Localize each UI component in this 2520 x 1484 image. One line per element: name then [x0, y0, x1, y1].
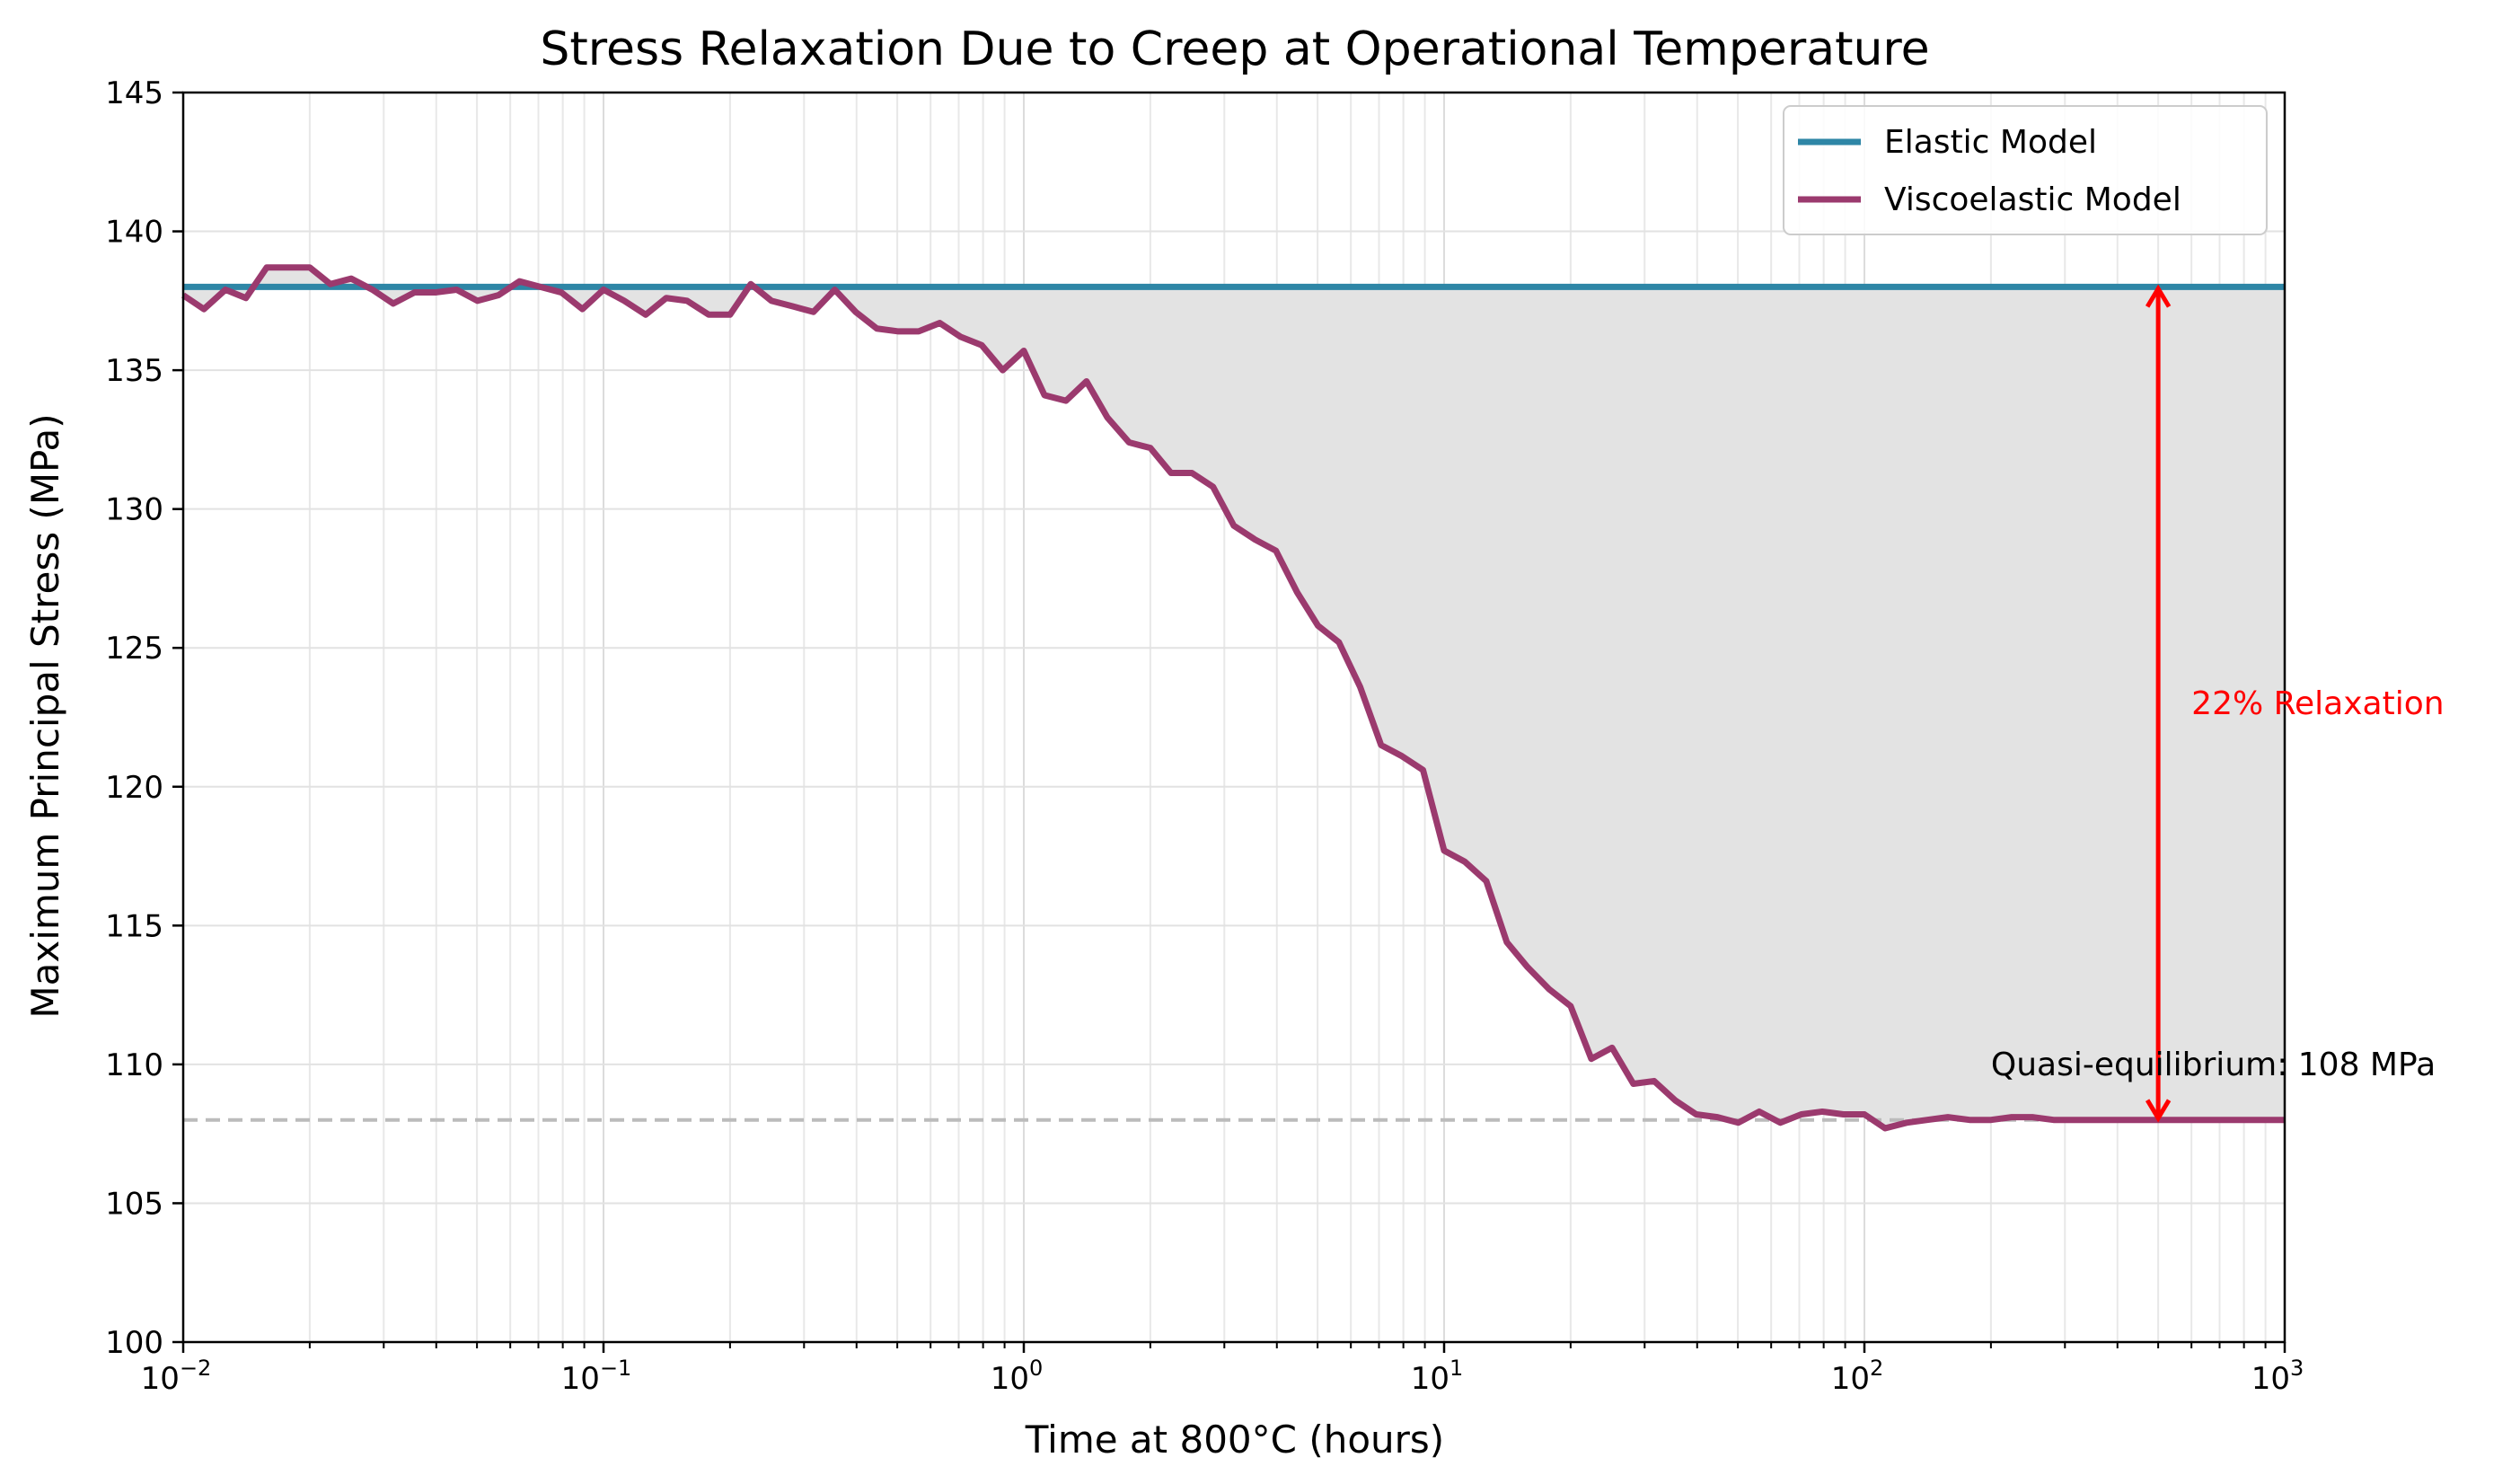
- viscoelastic-model-line: [181, 264, 2285, 1132]
- x-tick-label: 10−2: [141, 1356, 212, 1397]
- y-tick-label: 140: [105, 215, 163, 251]
- x-tick-label: 103: [2251, 1356, 2304, 1397]
- relaxation-fill: [183, 267, 2285, 1128]
- quasi-equilibrium-label: Quasi-equilibrium: 108 MPa: [1991, 1047, 2436, 1083]
- annotations: 22% Relaxation Quasi-equilibrium: 108 MPa: [1991, 685, 2445, 1083]
- y-tick-label: 100: [105, 1325, 163, 1361]
- relaxation-arrow-group: [2145, 284, 2172, 1123]
- legend-entry: Viscoelastic Model: [1884, 181, 2181, 218]
- y-tick-label: 105: [105, 1186, 163, 1222]
- relaxation-arrow-head-bottom: [2145, 1099, 2172, 1123]
- y-tick-label: 115: [105, 908, 163, 944]
- x-axis-label: Time at 800°C (hours): [1025, 1418, 1444, 1462]
- x-tick-label: 101: [1411, 1356, 1464, 1397]
- relaxation-arrow-head-top: [2145, 284, 2172, 308]
- y-tick-label: 145: [105, 75, 163, 111]
- legend-entry: Elastic Model: [1884, 124, 2097, 161]
- x-tick-label: 10−1: [561, 1356, 632, 1397]
- x-tick-label: 100: [991, 1356, 1044, 1397]
- legend: Elastic Model Viscoelastic Model: [1783, 105, 2268, 235]
- legend-box: [1783, 105, 2268, 235]
- y-tick-label: 130: [105, 492, 163, 528]
- relaxation-label: 22% Relaxation: [2191, 685, 2444, 722]
- x-tick-label: 102: [1831, 1356, 1884, 1397]
- y-axis-label: Maximum Principal Stress (MPa): [23, 413, 67, 1018]
- series-lines: [181, 264, 2285, 1132]
- relaxation-area: [183, 267, 2285, 1128]
- chart-title: Stress Relaxation Due to Creep at Operat…: [540, 22, 1929, 76]
- y-tick-label: 110: [105, 1047, 163, 1083]
- axis-ticks: 10−2 10−1 100 101 102 103 100 105 110 115 120 125 13…: [105, 75, 2304, 1397]
- y-tick-label: 125: [105, 631, 163, 667]
- y-tick-label: 135: [105, 353, 163, 389]
- y-tick-label: 120: [105, 770, 163, 806]
- plot-frame: [181, 91, 2287, 1344]
